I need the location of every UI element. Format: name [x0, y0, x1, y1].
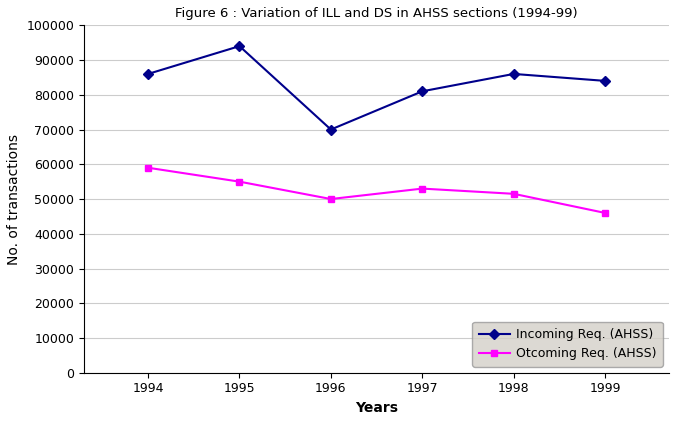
Incoming Req. (AHSS) — [327, 127, 335, 132]
Incoming Req. (AHSS) — [235, 43, 243, 49]
Incoming Req. (AHSS) — [418, 89, 427, 94]
X-axis label: Years: Years — [355, 401, 398, 415]
Otcoming Req. (AHSS) — [601, 211, 609, 216]
Otcoming Req. (AHSS) — [144, 165, 152, 170]
Incoming Req. (AHSS) — [144, 71, 152, 76]
Otcoming Req. (AHSS) — [235, 179, 243, 184]
Title: Figure 6 : Variation of ILL and DS in AHSS sections (1994-99): Figure 6 : Variation of ILL and DS in AH… — [175, 7, 578, 20]
Otcoming Req. (AHSS) — [418, 186, 427, 191]
Line: Incoming Req. (AHSS): Incoming Req. (AHSS) — [145, 43, 608, 133]
Legend: Incoming Req. (AHSS), Otcoming Req. (AHSS): Incoming Req. (AHSS), Otcoming Req. (AHS… — [473, 322, 662, 367]
Otcoming Req. (AHSS) — [510, 191, 518, 196]
Y-axis label: No. of transactions: No. of transactions — [7, 133, 21, 265]
Incoming Req. (AHSS) — [601, 78, 609, 84]
Line: Otcoming Req. (AHSS): Otcoming Req. (AHSS) — [145, 164, 608, 216]
Otcoming Req. (AHSS) — [327, 197, 335, 202]
Incoming Req. (AHSS) — [510, 71, 518, 76]
